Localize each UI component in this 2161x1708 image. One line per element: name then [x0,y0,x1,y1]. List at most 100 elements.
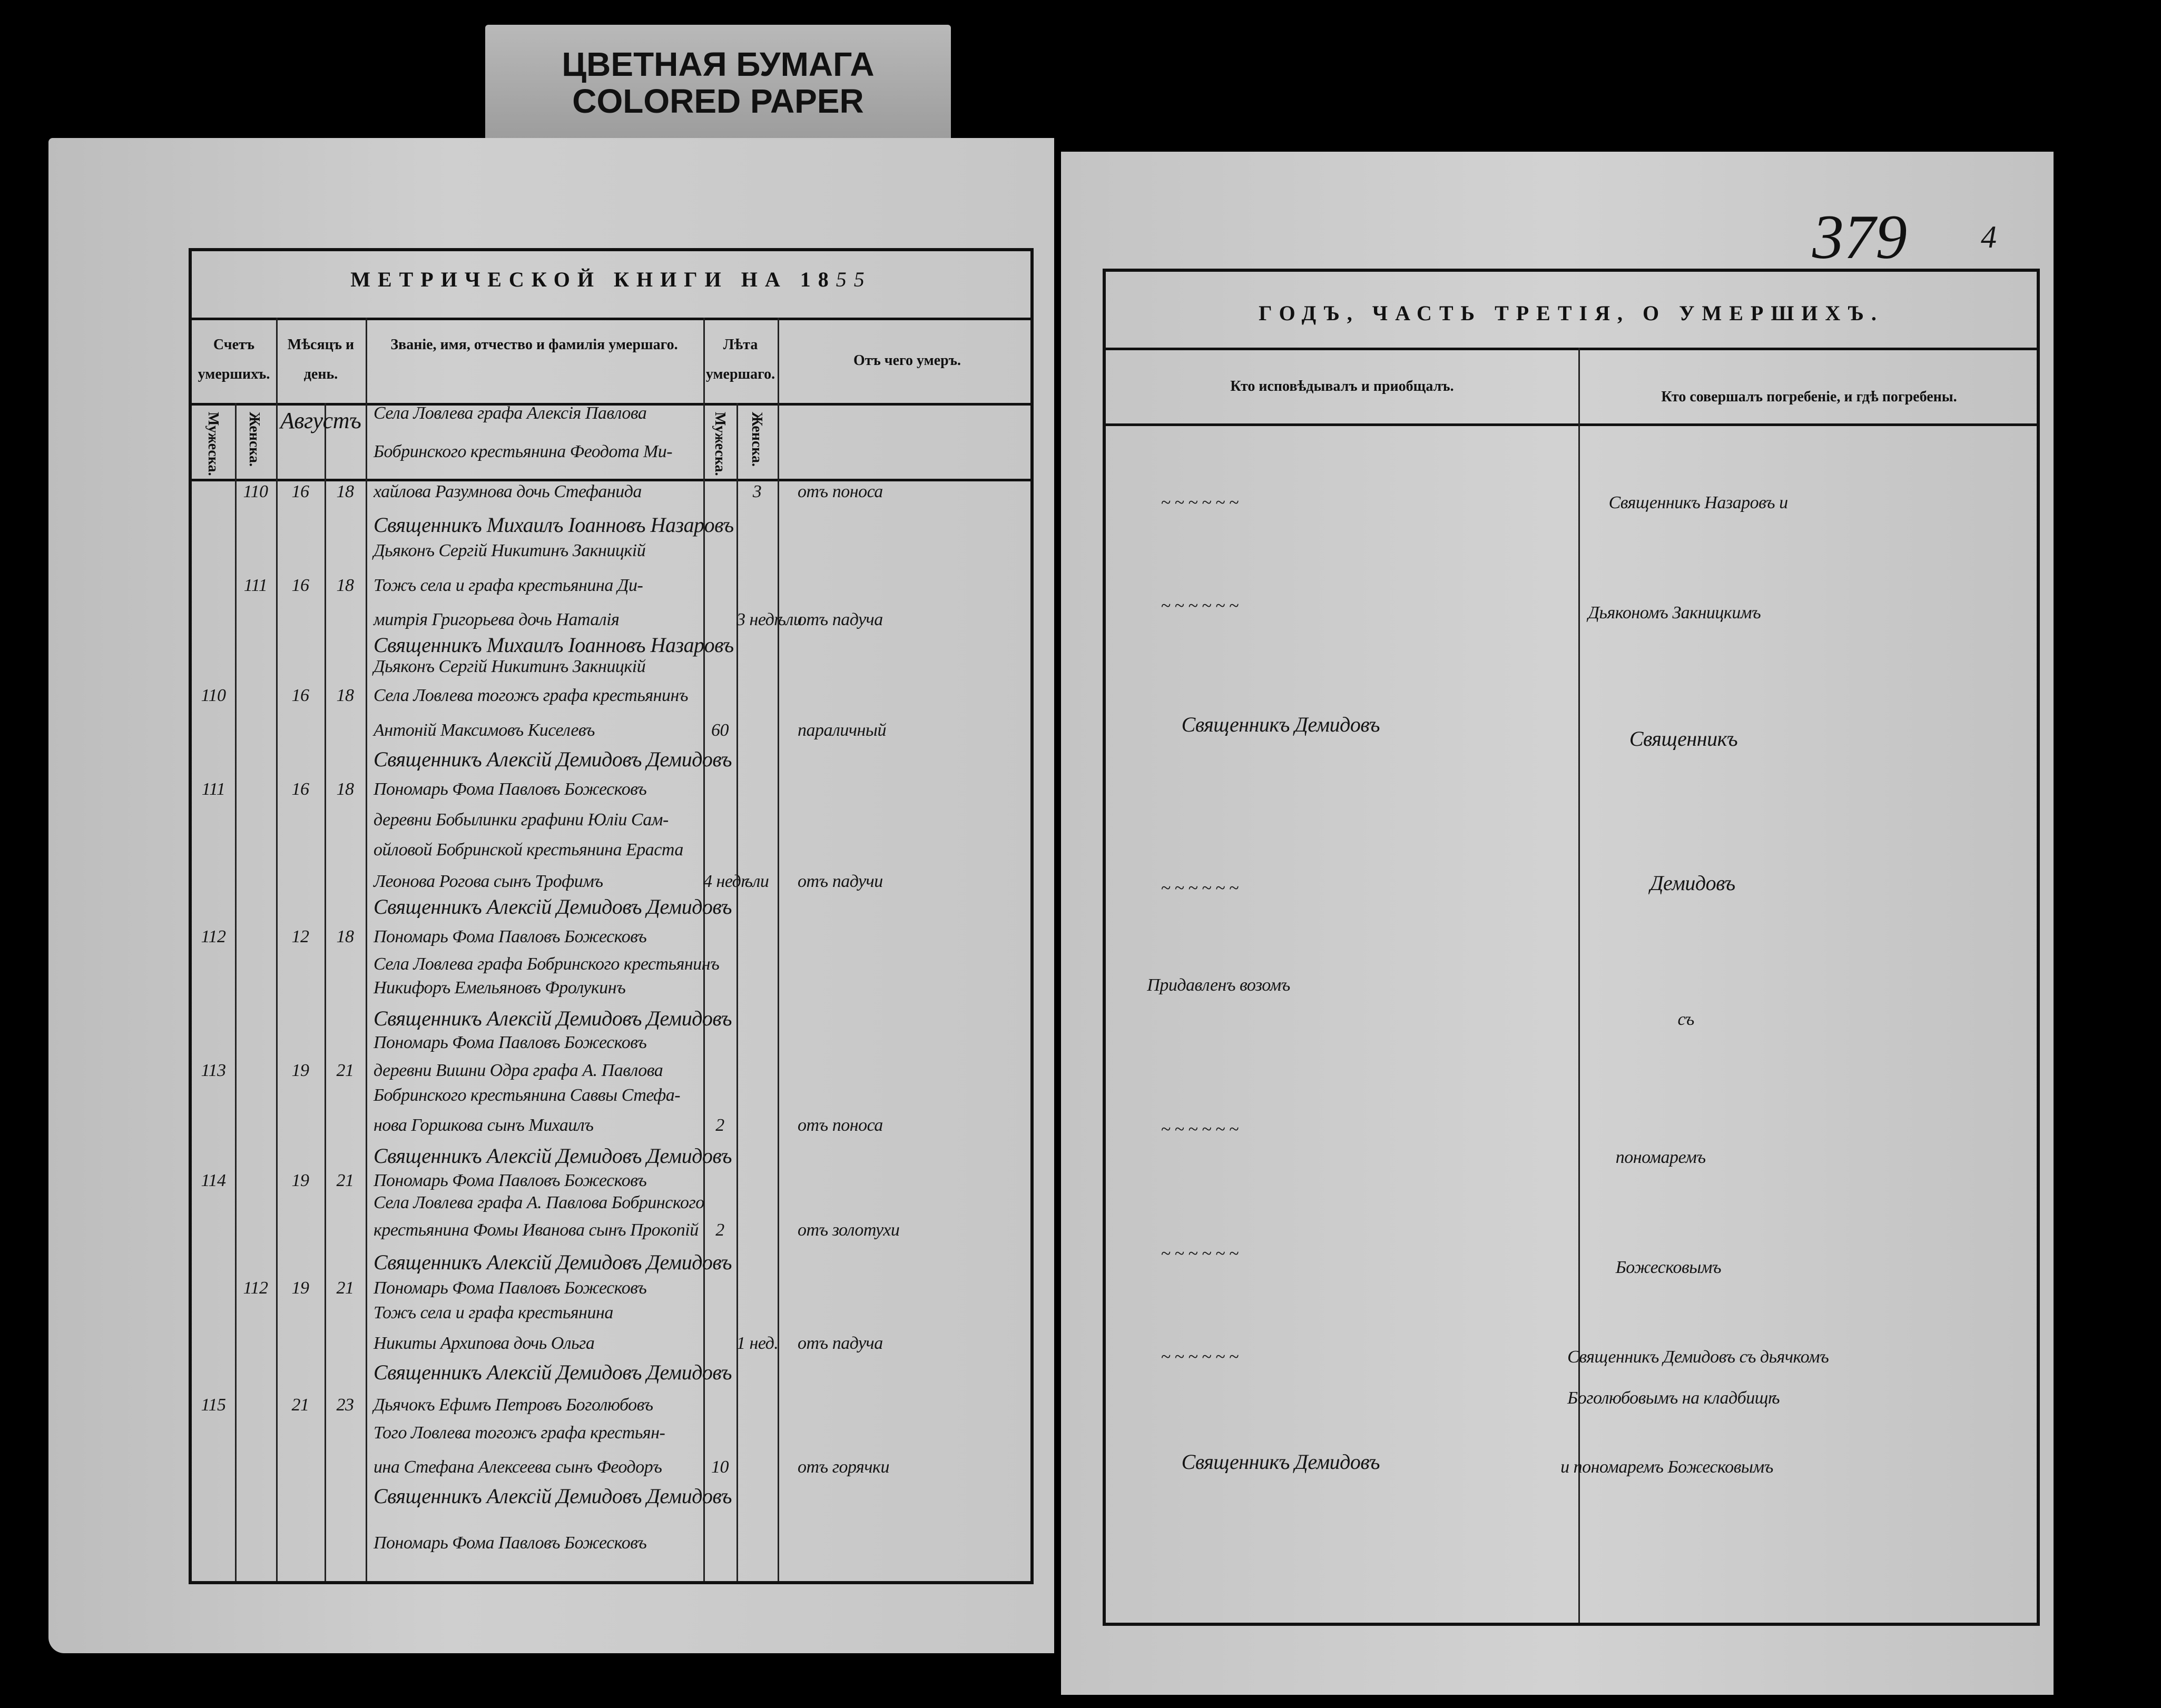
page-title-left: МЕТРИЧЕСКОЙ КНИГИ НА 1855 [192,267,1030,292]
entry-clergy-line: Священникъ Алексій Демидовъ Демидовъ [374,1250,732,1274]
entry-day: 18 [336,926,355,946]
confessor-entry: Священникъ Демидовъ [1181,713,1380,737]
confessor-entry: ~ ~ ~ ~ ~ ~ [1161,1347,1239,1367]
entry-month: 16 [291,686,310,706]
entry-name-line: Тожъ села и графа крестьянина Ди- [374,575,643,595]
burial-entry: Божесковымъ [1615,1257,1722,1277]
entry-num-m: 112 [201,926,226,946]
entry-name-line: Пономарь Фома Павловъ Божесковъ [374,779,647,799]
entry-name-line: митрія Григорьева дочь Наталія [374,610,620,630]
entry-day: 23 [336,1395,355,1415]
entry-day: 21 [336,1060,355,1080]
entry-name-line: деревни Бобылинки графини Юліи Сам- [374,809,669,830]
confessor-entry: ~ ~ ~ ~ ~ ~ [1161,878,1239,899]
entry-num-m: 115 [201,1395,226,1415]
confessor-entry: Священникъ Демидовъ [1181,1450,1380,1474]
entry-month: 16 [291,575,310,595]
entry-day: 18 [336,575,355,595]
left-page [48,138,1054,1653]
entry-name-line: Пономарь Фома Павловъ Божесковъ [374,926,647,946]
entry-name-line: деревни Вишни Одра графа А. Павлова [374,1060,663,1080]
entry-num-f: 112 [243,1278,268,1298]
entry-cause: отъ падуча [798,1333,883,1353]
entry-age-m: 4 недѣли [703,872,769,892]
subheader-age-female: Женска. [749,412,765,467]
burial-entry: Священникъ Назаровъ и [1608,492,1788,512]
folio-number: 379 [1812,202,1907,272]
confessor-entry: Придавленъ возомъ [1147,975,1290,995]
entry-name-line: Бобринского крестьянина Феодота Ми- [374,442,673,462]
entry-num-m: 114 [201,1170,226,1190]
entry-name-line: Тожъ села и графа крестьянина [374,1303,613,1323]
header-burial: Кто совершалъ погребеніе, и гдѣ погребен… [1661,389,1957,405]
burial-entry: Священникъ [1629,726,1738,751]
subheader-female: Женска. [246,412,262,467]
burial-entry: пономаремъ [1615,1147,1706,1167]
entry-clergy-line: Священникъ Алексій Демидовъ Демидовъ [374,1484,732,1508]
entry-name-line: ина Стефана Алексеева сынъ Феодоръ [374,1457,662,1477]
entry-name-line: Бобринского крестьянина Саввы Стефа- [374,1085,681,1105]
entry-num-m: 111 [201,779,225,799]
entry-day: 21 [336,1278,355,1298]
entry-month: 12 [291,926,310,946]
entry-name-line: Села Ловлева графа Алексія Павлова [374,403,647,423]
entry-age-f: 3 недѣли [736,610,802,630]
right-page [1061,152,2054,1695]
header-month-day: Мѣсяцъ и день. [287,337,355,382]
entry-name-line: нова Горшкова сынъ Михаилъ [374,1115,594,1136]
entry-clergy-line: Священникъ Алексій Демидовъ Демидовъ [374,1360,732,1384]
confessor-entry: ~ ~ ~ ~ ~ ~ [1161,1243,1239,1263]
entry-name-line: хайлова Разумнова дочь Стефанида [374,481,642,501]
entry-age-f: 1 нед. [736,1333,779,1353]
entry-name-line: Никиты Архипова дочь Ольга [374,1333,595,1353]
entry-day: 18 [336,481,355,501]
burial-entry: и пономаремъ Божесковымъ [1560,1457,1773,1477]
burial-entry: Демидовъ [1650,871,1735,895]
entry-name-line: Пономарь Фома Павловъ Божесковъ [374,1533,647,1553]
entry-num-m: 110 [201,686,226,706]
entry-age-m: 10 [711,1457,729,1477]
entry-name-line: Пономарь Фома Павловъ Божесковъ [374,1278,647,1298]
entry-day: 21 [336,1170,355,1190]
burial-entry: Боголюбовымъ на кладбищѣ [1567,1388,1780,1408]
entry-month: 19 [291,1278,310,1298]
entry-clergy-line: Священникъ Алексій Демидовъ Демидовъ [374,1006,732,1030]
entry-name-line: Того Ловлева тогожъ графа крестьян- [374,1423,665,1443]
entry-age-m: 60 [711,720,729,740]
confessor-entry: ~ ~ ~ ~ ~ ~ [1161,1120,1239,1140]
entry-clergy-line: Священникъ Михаилъ Іоанновъ Назаровъ [374,633,734,657]
entry-clergy-line: Священникъ Алексій Демидовъ Демидовъ [374,747,732,771]
entry-name-line: Леонова Рогова сынъ Трофимъ [374,872,603,892]
header-name: Званіе, имя, отчество и фамилія умершаго… [390,337,678,353]
header-count: Счетъ умершихъ. [198,337,270,382]
entry-cause: параличный [798,720,886,740]
register-table-right: ГОДЪ, ЧАСТЬ ТРЕТІЯ, О УМЕРШИХЪ. Кто испо… [1103,269,2040,1626]
entry-cause: отъ горячки [798,1457,889,1477]
entry-cause: отъ золотухи [798,1220,900,1240]
entry-name-line: Антоній Максимовъ Киселевъ [374,720,595,740]
entry-num-m: 113 [201,1060,226,1080]
burial-entry: Дьякономъ Закницкимъ [1588,603,1761,623]
entry-month: 21 [291,1395,310,1415]
entry-cause: отъ падуча [798,610,883,630]
page-title-right: ГОДЪ, ЧАСТЬ ТРЕТІЯ, О УМЕРШИХЪ. [1259,301,1884,325]
entry-month: 16 [291,481,310,501]
folio-mark: 4 [1981,220,1997,254]
entry-name-line: Села Ловлева графа А. Павлова Бобринског… [374,1192,704,1212]
entry-cause: отъ поноса [798,481,883,501]
burial-entry: Священникъ Демидовъ съ дьячкомъ [1567,1347,1829,1367]
entry-clergy-line: Священникъ Алексій Демидовъ Демидовъ [374,894,732,919]
register-table-left: МЕТРИЧЕСКОЙ КНИГИ НА 1855 Счетъ умершихъ… [189,248,1034,1584]
confessor-entry: ~ ~ ~ ~ ~ ~ [1161,492,1239,512]
subheader-male: Мужеска. [205,412,221,476]
entry-cause: отъ поноса [798,1115,883,1136]
entry-name-line: Дьячокъ Ефимъ Петровъ Боголюбовъ [374,1395,653,1415]
entry-age-f: 3 [752,481,762,501]
entry-name-line: Пономарь Фома Павловъ Божесковъ [374,1033,647,1053]
entry-num-f: 110 [243,481,268,501]
title-printed: МЕТРИЧЕСКОЙ КНИГИ НА 18 [350,268,836,291]
entry-num-f: 111 [243,575,268,595]
entry-age-m: 2 [715,1220,724,1240]
entry-clergy-line: Священникъ Михаилъ Іоанновъ Назаровъ [374,513,734,537]
header-confessor: Кто исповѣдывалъ и приобщалъ. [1230,378,1454,394]
